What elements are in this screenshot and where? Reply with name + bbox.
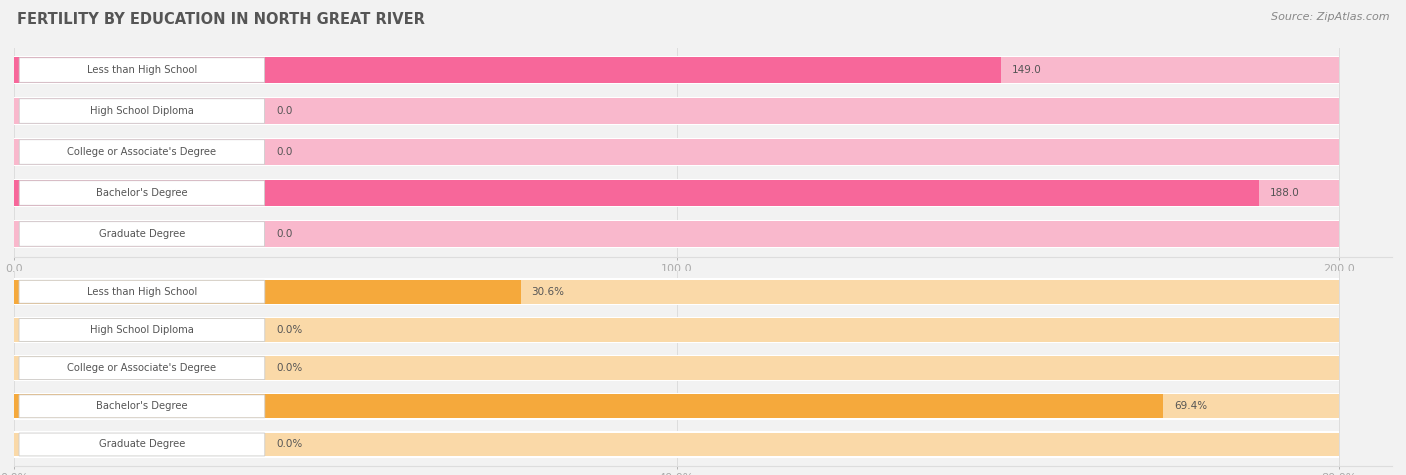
Bar (14, 433, 1339, 456)
Bar (14, 280, 1339, 304)
Text: FERTILITY BY EDUCATION IN NORTH GREAT RIVER: FERTILITY BY EDUCATION IN NORTH GREAT RI… (17, 12, 425, 27)
Bar (14, 180, 1339, 206)
Bar (14, 318, 1339, 342)
FancyBboxPatch shape (14, 393, 1339, 420)
FancyBboxPatch shape (14, 355, 1339, 381)
FancyBboxPatch shape (20, 395, 264, 418)
FancyBboxPatch shape (14, 138, 1339, 166)
Text: Bachelor's Degree: Bachelor's Degree (96, 401, 188, 411)
FancyBboxPatch shape (20, 222, 264, 246)
Text: Graduate Degree: Graduate Degree (98, 439, 186, 449)
FancyBboxPatch shape (14, 56, 1339, 85)
Text: Less than High School: Less than High School (87, 287, 197, 297)
FancyBboxPatch shape (20, 180, 264, 205)
Text: 0.0%: 0.0% (277, 363, 302, 373)
Text: 0.0: 0.0 (277, 106, 292, 116)
Text: Source: ZipAtlas.com: Source: ZipAtlas.com (1271, 12, 1389, 22)
FancyBboxPatch shape (14, 316, 1339, 343)
Bar (14, 221, 1339, 247)
Text: 149.0: 149.0 (1012, 65, 1042, 75)
FancyBboxPatch shape (20, 58, 264, 82)
Bar (14, 57, 1339, 83)
Text: 0.0: 0.0 (277, 229, 292, 239)
FancyBboxPatch shape (20, 140, 264, 164)
Text: Graduate Degree: Graduate Degree (98, 229, 186, 239)
Text: 0.0: 0.0 (277, 147, 292, 157)
Text: 69.4%: 69.4% (1174, 401, 1208, 411)
Bar (14, 356, 1339, 380)
FancyBboxPatch shape (20, 99, 264, 124)
FancyBboxPatch shape (14, 97, 1339, 125)
Text: 0.0%: 0.0% (277, 439, 302, 449)
Bar (14, 394, 1163, 418)
Bar (14, 57, 1001, 83)
Bar (14, 394, 1339, 418)
FancyBboxPatch shape (14, 278, 1339, 305)
FancyBboxPatch shape (14, 179, 1339, 207)
Text: Bachelor's Degree: Bachelor's Degree (96, 188, 188, 198)
FancyBboxPatch shape (20, 357, 264, 380)
FancyBboxPatch shape (14, 431, 1339, 458)
FancyBboxPatch shape (20, 280, 264, 303)
Text: 0.0%: 0.0% (277, 325, 302, 335)
FancyBboxPatch shape (20, 318, 264, 342)
Bar (14, 180, 1260, 206)
FancyBboxPatch shape (20, 433, 264, 456)
Text: 188.0: 188.0 (1270, 188, 1299, 198)
Text: High School Diploma: High School Diploma (90, 325, 194, 335)
Text: College or Associate's Degree: College or Associate's Degree (67, 147, 217, 157)
Text: 30.6%: 30.6% (531, 287, 564, 297)
Bar (14, 280, 520, 304)
FancyBboxPatch shape (14, 219, 1339, 248)
Bar (14, 139, 1339, 165)
Text: High School Diploma: High School Diploma (90, 106, 194, 116)
Bar (14, 98, 1339, 124)
Text: College or Associate's Degree: College or Associate's Degree (67, 363, 217, 373)
Text: Less than High School: Less than High School (87, 65, 197, 75)
